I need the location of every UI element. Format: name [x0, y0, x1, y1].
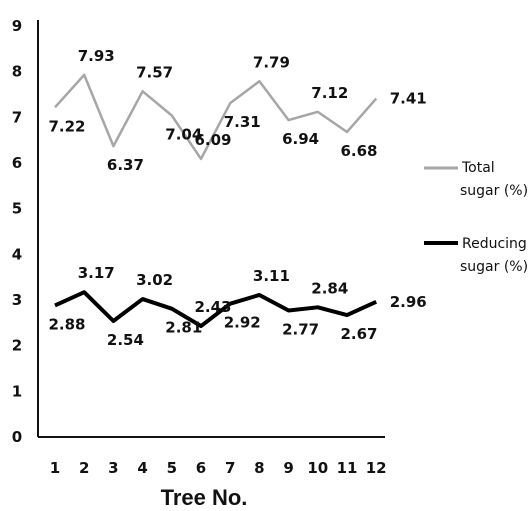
data-label: 6.09 — [194, 131, 231, 149]
data-label: 2.67 — [340, 325, 377, 343]
x-tick-label: 5 — [167, 459, 177, 477]
data-label: 2.92 — [224, 314, 261, 332]
data-label: 7.93 — [78, 47, 115, 65]
series-line-reducing-sugar — [54, 290, 378, 329]
x-tick-label: 3 — [108, 459, 118, 477]
legend: Total sugar (%) Reducing sugar (%) — [424, 160, 528, 275]
data-label: 7.04 — [165, 126, 202, 144]
data-label: 2.88 — [48, 315, 85, 333]
data-label: 6.37 — [107, 156, 144, 174]
x-tick-label: 8 — [254, 459, 264, 477]
data-label: 3.02 — [136, 271, 173, 289]
x-tick-label: 6 — [196, 459, 206, 477]
data-label: 7.22 — [48, 117, 85, 135]
y-tick-label: 7 — [12, 108, 22, 126]
x-tick-label: 9 — [283, 459, 293, 477]
y-tick-label: 5 — [12, 200, 22, 218]
x-tick-labels: 1 2 3 4 5 6 7 8 9 10 11 12 — [50, 459, 387, 477]
legend-label: Reducing — [462, 236, 527, 252]
data-label: 7.12 — [311, 84, 348, 102]
y-tick-label: 1 — [12, 382, 22, 400]
legend-label: sugar (%) — [460, 259, 528, 275]
data-label: 7.79 — [253, 53, 290, 71]
x-tick-label: 12 — [366, 459, 387, 477]
x-axis-title: Tree No. — [161, 485, 248, 510]
y-tick-label: 0 — [12, 428, 22, 446]
y-tick-label: 2 — [12, 337, 22, 355]
legend-label: Total — [461, 160, 495, 176]
data-label: 3.17 — [78, 264, 115, 282]
data-label: 2.54 — [107, 331, 144, 349]
x-tick-label: 4 — [137, 459, 147, 477]
x-tick-label: 2 — [79, 459, 89, 477]
data-label: 7.57 — [136, 63, 173, 81]
y-tick-label: 3 — [12, 291, 22, 309]
data-label: 7.31 — [224, 113, 261, 131]
data-label: 2.77 — [282, 321, 319, 339]
data-label: 2.43 — [194, 298, 231, 316]
x-tick-label: 10 — [307, 459, 328, 477]
y-tick-label: 6 — [12, 154, 22, 172]
legend-label: sugar (%) — [460, 183, 528, 199]
x-tick-label: 11 — [337, 459, 358, 477]
y-tick-label: 4 — [12, 245, 22, 263]
series-lines — [54, 73, 378, 329]
axes — [37, 20, 385, 438]
data-label: 2.84 — [311, 279, 348, 297]
data-label: 2.96 — [390, 293, 427, 311]
data-label: 2.81 — [165, 319, 202, 337]
data-label: 3.11 — [253, 267, 290, 285]
data-label: 6.68 — [340, 142, 377, 160]
x-tick-label: 1 — [50, 459, 60, 477]
y-tick-label: 9 — [12, 17, 22, 35]
series-line-total-sugar — [54, 73, 378, 161]
y-tick-label: 8 — [12, 63, 22, 81]
x-tick-label: 7 — [225, 459, 235, 477]
y-tick-labels: 0 1 2 3 4 5 6 7 8 9 — [12, 17, 22, 446]
data-label: 6.94 — [282, 130, 319, 148]
data-label: 7.41 — [390, 90, 427, 108]
data-labels: 7.22 7.93 6.37 7.57 7.046.097.31 7.79 6.94 7.12… — [48, 47, 426, 349]
